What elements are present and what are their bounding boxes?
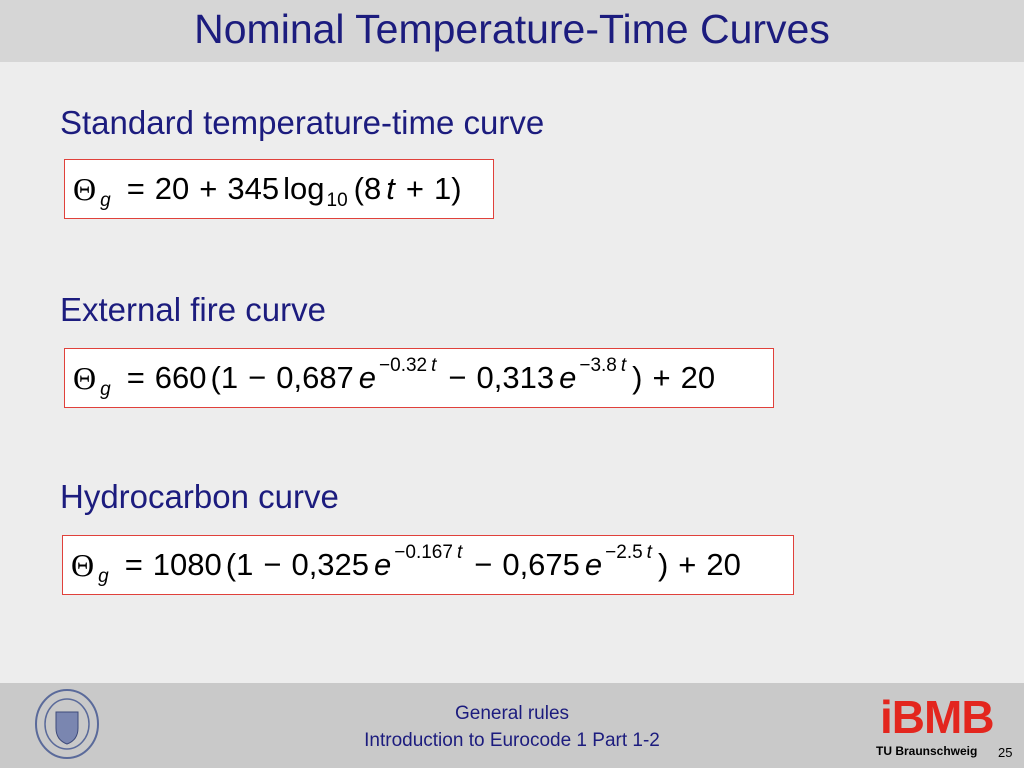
equation-token: (8 [353,171,382,206]
section-heading: External fire curve [60,291,326,328]
equation-token: 660 [154,360,207,395]
equation-token: + [405,171,424,206]
equation-token: ) [657,547,669,582]
footer-line: General rules [454,703,570,724]
equation-token: 0,687 [276,360,354,395]
equation-token: − [474,547,493,582]
header-bar [0,0,1024,62]
institution: TU Braunschweig [876,744,978,758]
equation-token: = [126,360,145,395]
logo: iBMB [880,691,995,743]
page-number: 25 [998,745,1013,760]
equation-token: (1 [225,547,254,582]
slide-title: Nominal Temperature-Time Curves [194,6,830,52]
equation-token: 20 [680,360,716,395]
equation-token: log [283,171,325,206]
equation-token: = [126,171,145,206]
equation-token: 10 [326,190,348,211]
equation-token: 345 [227,171,280,206]
equation-token: g [98,566,109,587]
equation-token: 0,675 [502,547,580,582]
equation-token: t [620,355,627,376]
equation-token: −0.32 [379,355,428,376]
footer-line: Introduction to Eurocode 1 Part 1-2 [364,730,660,751]
equation-token: Θ [73,359,97,396]
equation-token: t [386,171,395,206]
equation-token: ) [632,360,643,395]
equation-token: 0,325 [291,547,370,582]
equation-token: −2.5 [605,542,643,563]
equation-token: + [652,360,671,395]
section-heading: Standard temperature-time curve [60,104,545,141]
equation-token: − [248,360,267,395]
equation-token: + [199,171,218,206]
equation-token: e [374,547,392,582]
section-heading: Hydrocarbon curve [60,478,339,515]
equation-token: e [559,360,577,395]
equation-token: 20 [154,171,190,206]
equation-token: e [358,360,377,395]
university-seal [35,689,99,759]
equation-token: −3.8 [579,355,617,376]
equation-token: − [448,360,467,395]
equation-token: (1 [210,360,239,395]
equation-token: 1080 [152,547,222,582]
equation-token: Θ [73,170,97,207]
equation-token: e [584,547,603,582]
equation-token: 0,313 [476,360,555,395]
equation-token: t [456,542,463,563]
equation-token: − [263,547,282,582]
equation-token: + [678,547,697,582]
equation-token: g [100,190,111,211]
equation-token: t [646,542,652,563]
equation-token: Θ [71,546,95,583]
equation-token: = [124,547,143,582]
equation-token: t [431,355,437,376]
footer-bar [0,683,1024,768]
equation-token: −0.167 [394,542,453,563]
equation-token: g [100,379,111,400]
equation-token: 20 [706,547,741,582]
equation-token: 1) [433,171,462,206]
